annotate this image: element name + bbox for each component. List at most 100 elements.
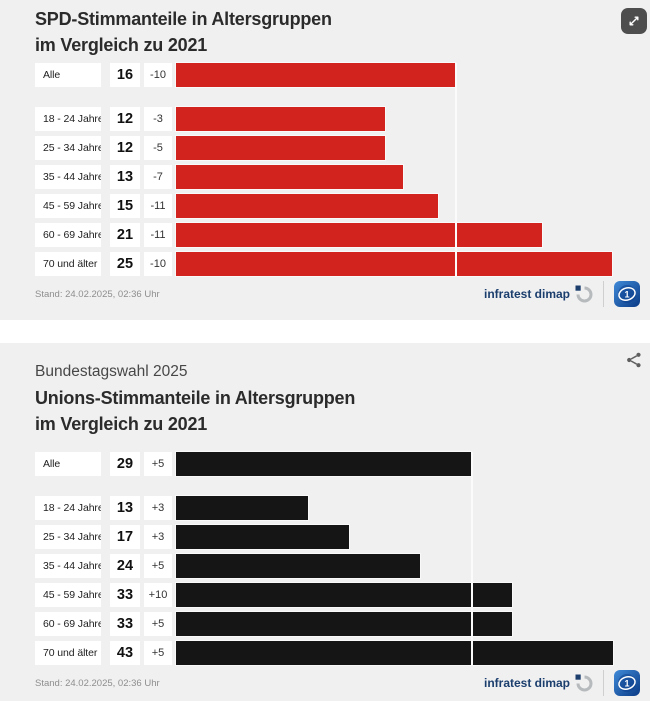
change-label: -11 [144,223,172,247]
age-group-label: Alle [35,63,101,87]
chart-row: 35 - 44 Jahre 13 -7 [0,165,650,189]
age-group-label: 45 - 59 Jahre [35,194,101,218]
chart-row: 70 und älter 25 -10 [0,252,650,276]
change-label: +3 [144,496,172,520]
share-icon [624,350,644,370]
value-label: 16 [110,63,140,87]
footer-divider [603,670,604,696]
chart-title: Unions-Stimmanteile in Altersgruppen im … [35,385,590,437]
chart-row: 60 - 69 Jahre 21 -11 [0,223,650,247]
ard-logo-icon: 1 [614,281,640,307]
age-group-label: 45 - 59 Jahre [35,583,101,607]
value-bar[interactable] [176,496,309,520]
value-label: 12 [110,136,140,160]
chart-row: 25 - 34 Jahre 12 -5 [0,136,650,160]
bar-track [176,165,650,189]
chart-rows: Alle 29 +5 18 - 24 Jahre 13 +3 25 - 34 Jahre 17… [0,452,650,665]
bar-track [176,583,650,607]
chart-row: Alle 29 +5 [0,452,650,476]
value-bar[interactable] [176,554,421,578]
bar-track [176,136,650,160]
value-bar[interactable] [176,452,471,476]
chart-row: 25 - 34 Jahre 17 +3 [0,525,650,549]
value-bar[interactable] [176,252,612,276]
bar-track [176,194,650,218]
age-group-label: 18 - 24 Jahre [35,496,101,520]
chart-kicker: Bundestagswahl 2025 [35,363,188,380]
bar-track [176,641,650,665]
bar-track [176,252,650,276]
change-label: -7 [144,165,172,189]
age-group-label: Alle [35,452,101,476]
age-group-label: 25 - 34 Jahre [35,136,101,160]
source-name: infratest dimap [483,287,570,301]
value-label: 21 [110,223,140,247]
footer-divider [603,281,604,307]
value-label: 43 [110,641,140,665]
age-group-label: 25 - 34 Jahre [35,525,101,549]
value-label: 24 [110,554,140,578]
change-label: +5 [144,641,172,665]
value-label: 33 [110,583,140,607]
chart-row: 18 - 24 Jahre 13 +3 [0,496,650,520]
value-bar[interactable] [176,641,614,665]
source-attribution: infratest dimap 1 [484,670,640,696]
value-label: 17 [110,525,140,549]
value-label: 13 [110,496,140,520]
value-label: 12 [110,107,140,131]
bar-track [176,452,650,476]
chart-row: 45 - 59 Jahre 15 -11 [0,194,650,218]
value-bar[interactable] [176,136,386,160]
age-group-label: 18 - 24 Jahre [35,107,101,131]
chart-rows: Alle 16 -10 18 - 24 Jahre 12 -3 25 - 34 Jahre 1… [0,63,650,276]
bar-track [176,554,650,578]
value-bar[interactable] [176,107,386,131]
age-group-label: 35 - 44 Jahre [35,554,101,578]
bar-track [176,63,650,87]
value-bar[interactable] [176,525,349,549]
change-label: +10 [144,583,172,607]
share-button[interactable] [622,348,646,372]
chart-row: 45 - 59 Jahre 33 +10 [0,583,650,607]
value-label: 15 [110,194,140,218]
value-label: 13 [110,165,140,189]
bar-track [176,223,650,247]
bar-track [176,525,650,549]
reference-gridline [455,63,457,276]
bar-track [176,496,650,520]
chart-footer: Stand: 24.02.2025, 02:36 Uhr infratest d… [35,670,640,696]
bar-track [176,612,650,636]
value-bar[interactable] [176,194,438,218]
chart-title-line1: SPD-Stimmanteile in Altersgruppen [35,9,332,29]
infratest-dimap-logo-icon [575,285,593,303]
source-name: infratest dimap [483,676,570,690]
age-group-label: 60 - 69 Jahre [35,223,101,247]
chart-footer: Stand: 24.02.2025, 02:36 Uhr infratest d… [35,281,640,307]
value-bar[interactable] [176,165,403,189]
change-label: +5 [144,452,172,476]
value-label: 29 [110,452,140,476]
change-label: -10 [144,63,172,87]
value-label: 25 [110,252,140,276]
chart-title: SPD-Stimmanteile in Altersgruppen im Ver… [35,6,590,58]
chart-row: 35 - 44 Jahre 24 +5 [0,554,650,578]
chart-row: 60 - 69 Jahre 33 +5 [0,612,650,636]
chart-title-line2: im Vergleich zu 2021 [35,414,208,434]
change-label: -5 [144,136,172,160]
infratest-dimap-logo-icon [575,674,593,692]
value-bar[interactable] [176,583,512,607]
value-label: 33 [110,612,140,636]
change-label: -11 [144,194,172,218]
timestamp: Stand: 24.02.2025, 02:36 Uhr [35,288,160,300]
timestamp: Stand: 24.02.2025, 02:36 Uhr [35,677,160,689]
expand-icon [627,14,641,28]
expand-button[interactable] [621,8,647,34]
change-label: +3 [144,525,172,549]
value-bar[interactable] [176,223,543,247]
change-label: -3 [144,107,172,131]
age-group-label: 35 - 44 Jahre [35,165,101,189]
union-chart-card: Bundestagswahl 2025 Unions-Stimmanteile … [0,343,650,701]
value-bar[interactable] [176,612,512,636]
source-attribution: infratest dimap 1 [484,281,640,307]
value-bar[interactable] [176,63,455,87]
